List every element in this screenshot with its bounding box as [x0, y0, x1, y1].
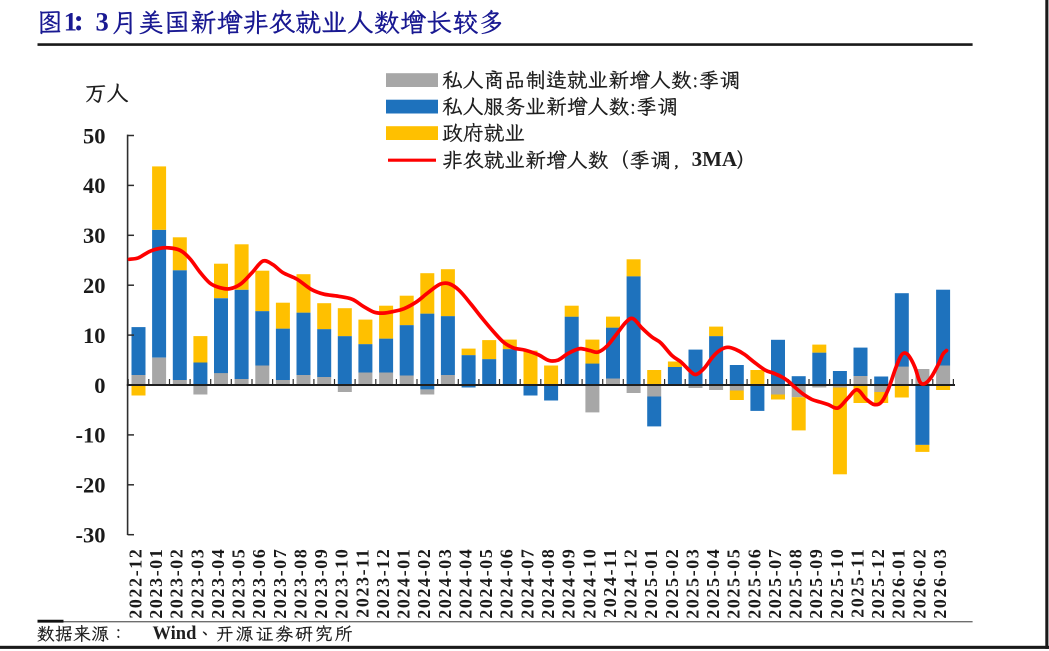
svg-text:2025-10: 2025-10	[827, 548, 847, 619]
svg-text:50: 50	[83, 123, 106, 148]
svg-text:2025-12: 2025-12	[868, 548, 888, 619]
svg-text:2023-12: 2023-12	[373, 548, 393, 619]
svg-text:2023-05: 2023-05	[229, 548, 249, 619]
svg-text:2024-09: 2024-09	[559, 548, 579, 619]
svg-text:2025-03: 2025-03	[682, 548, 702, 619]
svg-text:-20: -20	[76, 473, 106, 498]
svg-text:2023-02: 2023-02	[167, 548, 187, 619]
svg-text:2024-02: 2024-02	[414, 548, 434, 619]
svg-text:2023-07: 2023-07	[270, 548, 290, 619]
svg-text:2023-09: 2023-09	[311, 548, 331, 619]
svg-text:2024-06: 2024-06	[497, 548, 517, 619]
svg-text:10: 10	[83, 323, 106, 348]
svg-text:2024-12: 2024-12	[621, 548, 641, 619]
svg-text:2025-04: 2025-04	[703, 548, 723, 619]
svg-text:2025-02: 2025-02	[662, 548, 682, 619]
svg-text:2025-09: 2025-09	[806, 548, 826, 619]
svg-text:Wind: Wind	[153, 624, 198, 644]
svg-text:2023-11: 2023-11	[352, 548, 372, 618]
svg-text:2025-05: 2025-05	[724, 548, 744, 619]
svg-text:1: 1	[64, 7, 77, 37]
svg-text:2023-01: 2023-01	[146, 548, 166, 619]
svg-text:2026-01: 2026-01	[889, 548, 909, 619]
svg-text:2024-04: 2024-04	[456, 548, 476, 619]
svg-text:2026-03: 2026-03	[930, 548, 950, 619]
svg-text:2025-07: 2025-07	[765, 548, 785, 619]
svg-text:2023-04: 2023-04	[208, 548, 228, 619]
svg-text:30: 30	[83, 223, 106, 248]
svg-text:2024-01: 2024-01	[394, 548, 414, 619]
svg-text:3MA: 3MA	[692, 147, 738, 171]
svg-text:2026-02: 2026-02	[909, 548, 929, 619]
svg-text:2022-12: 2022-12	[125, 548, 145, 619]
svg-text:-10: -10	[76, 423, 106, 448]
svg-text:2024-07: 2024-07	[517, 548, 537, 619]
svg-text:20: 20	[83, 273, 106, 298]
svg-text:2024-05: 2024-05	[476, 548, 496, 619]
svg-text:2024-11: 2024-11	[600, 548, 620, 618]
svg-text:-30: -30	[76, 523, 106, 548]
svg-text:0: 0	[94, 373, 105, 398]
svg-text:2024-08: 2024-08	[538, 548, 558, 619]
svg-text:3: 3	[96, 7, 109, 37]
svg-text:2025-06: 2025-06	[744, 548, 764, 619]
svg-text:2025-08: 2025-08	[786, 548, 806, 619]
svg-text:2024-10: 2024-10	[579, 548, 599, 619]
svg-text:2023-08: 2023-08	[290, 548, 310, 619]
svg-text:2025-11: 2025-11	[847, 548, 867, 618]
svg-text:2024-03: 2024-03	[435, 548, 455, 619]
svg-text:40: 40	[83, 173, 106, 198]
svg-text:2023-03: 2023-03	[187, 548, 207, 619]
svg-text:2023-10: 2023-10	[332, 548, 352, 619]
svg-text:2023-06: 2023-06	[249, 548, 269, 619]
svg-text:2025-01: 2025-01	[641, 548, 661, 619]
